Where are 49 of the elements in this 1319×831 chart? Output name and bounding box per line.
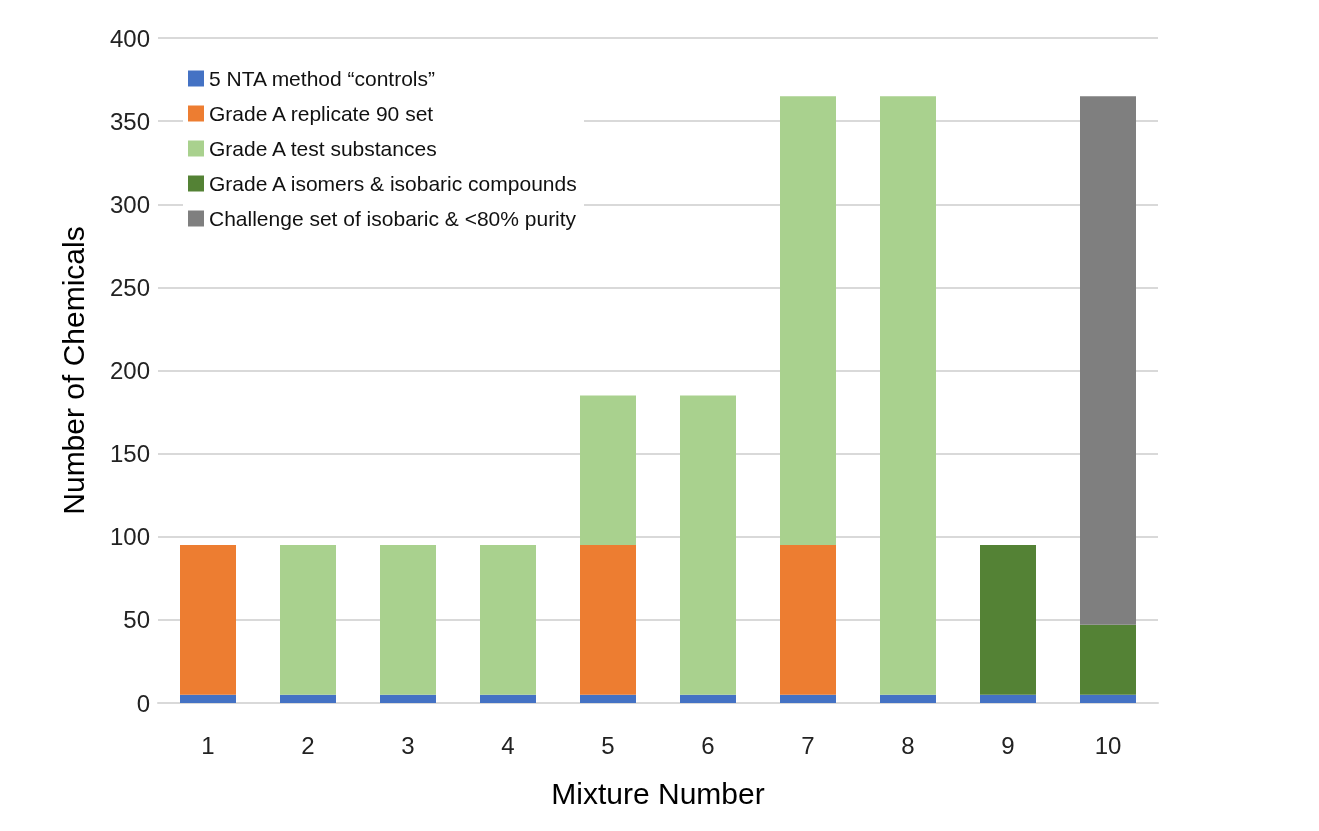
legend-label: Grade A isomers & isobaric compounds xyxy=(209,172,577,195)
bar xyxy=(180,694,236,703)
legend-label: 5 NTA method “controls” xyxy=(209,67,436,90)
bar xyxy=(1080,624,1136,695)
bar xyxy=(280,694,336,703)
x-tick-label: 9 xyxy=(1001,731,1015,759)
x-tick-label: 8 xyxy=(901,731,915,759)
bar xyxy=(480,694,536,703)
bar xyxy=(880,694,936,703)
x-tick-label: 5 xyxy=(601,731,615,759)
y-tick-label: 250 xyxy=(109,273,150,301)
y-tick-label: 200 xyxy=(109,357,150,384)
bar xyxy=(580,694,636,703)
y-tick-label: 150 xyxy=(109,440,150,468)
x-tick-label: 6 xyxy=(701,731,715,759)
y-tick-label: 0 xyxy=(136,689,150,717)
bar xyxy=(380,545,436,695)
legend-label: Challenge set of isobaric & <80% purity xyxy=(209,207,577,230)
bar xyxy=(780,96,836,546)
bar xyxy=(880,96,936,695)
bar xyxy=(780,545,836,695)
bar xyxy=(180,545,236,695)
bar xyxy=(280,545,336,695)
bar xyxy=(680,694,736,703)
y-tick-label: 350 xyxy=(109,107,150,135)
bar xyxy=(480,545,536,695)
y-tick-label: 100 xyxy=(109,523,150,551)
bar xyxy=(780,694,836,703)
y-tick-label: 50 xyxy=(123,606,150,634)
bar xyxy=(680,395,736,695)
legend-label: Grade A test substances xyxy=(209,137,437,160)
x-axis-title: Mixture Number xyxy=(551,776,765,810)
legend-label: Grade A replicate 90 set xyxy=(209,102,434,125)
bar xyxy=(580,395,636,546)
x-tick-label: 2 xyxy=(301,731,315,759)
bar xyxy=(1080,96,1136,625)
y-axis-title: Number of Chemicals xyxy=(56,226,90,515)
x-tick-label: 1 xyxy=(201,731,215,759)
bar xyxy=(980,545,1036,695)
bar xyxy=(980,694,1036,703)
bar xyxy=(1080,694,1136,703)
y-tick-label: 400 xyxy=(109,24,150,52)
bar xyxy=(380,694,436,703)
y-tick-label: 300 xyxy=(109,190,150,218)
bar xyxy=(580,545,636,695)
x-tick-label: 4 xyxy=(501,731,515,759)
x-tick-label: 10 xyxy=(1094,731,1122,759)
x-tick-label: 3 xyxy=(401,731,415,759)
x-tick-label: 7 xyxy=(801,731,815,759)
